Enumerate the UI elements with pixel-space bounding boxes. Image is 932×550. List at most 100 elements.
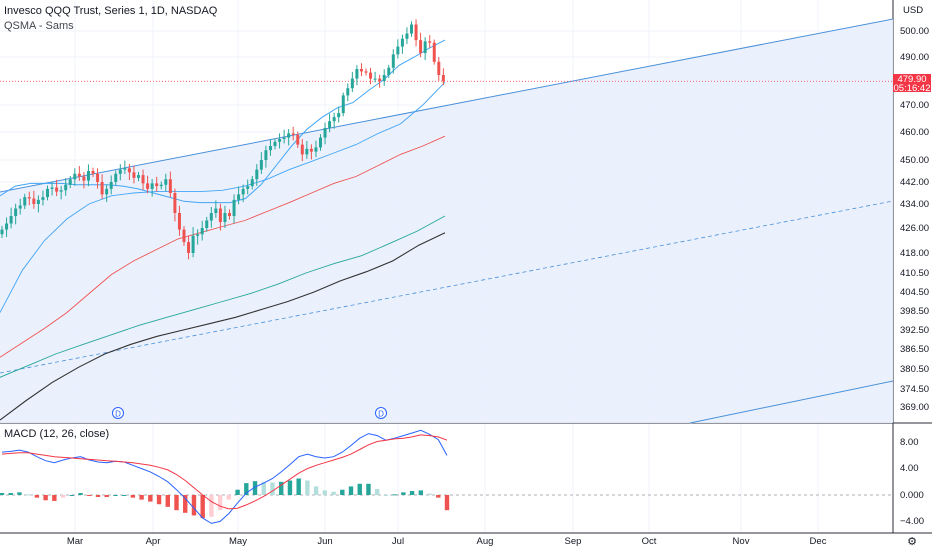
candle-body: [100, 182, 104, 195]
macd-histogram-bar: [366, 483, 371, 495]
macd-histogram-bar: [418, 490, 424, 495]
macd-histogram-bar: [121, 495, 127, 496]
candle-body: [214, 208, 218, 213]
candle-body: [127, 168, 131, 173]
macd-histogram-bar: [348, 486, 354, 495]
candles: [0, 19, 445, 260]
candle-body: [241, 188, 245, 195]
chart-title: Invesco QQQ Trust, Series 1, 1D, NASDAQ: [4, 5, 218, 17]
price-axis-tick: 386.50: [900, 344, 929, 355]
candle-body: [373, 78, 377, 80]
candle-body: [369, 72, 373, 79]
macd-histogram-bar: [261, 481, 266, 495]
price-axis-tick: 418.00: [900, 248, 929, 259]
time-axis-tick: Nov: [733, 536, 750, 547]
macd-histogram-bar: [444, 495, 450, 511]
candle-body: [14, 208, 18, 216]
candle-body: [59, 190, 63, 192]
macd-histogram-bar: [34, 495, 40, 498]
macd-histogram-bar: [287, 480, 293, 495]
candle-body: [410, 24, 413, 34]
candle-body: [123, 168, 127, 170]
settings-gear-icon[interactable]: ⚙: [907, 535, 917, 548]
last-price-badge: 479.90 05:16:42: [893, 74, 931, 93]
macd-histogram-bar: [313, 486, 319, 495]
channel-mid-line: [0, 200, 894, 374]
channel-lower-line: [689, 380, 894, 424]
macd-axis-tick: −4.00: [900, 516, 924, 527]
macd-histogram-bar: [69, 495, 75, 496]
candle-body: [337, 113, 341, 118]
candle-body: [309, 148, 313, 152]
macd-histogram-bar: [401, 492, 406, 495]
candle-body: [428, 41, 432, 43]
candle-body: [9, 216, 13, 224]
candle-body: [441, 75, 445, 82]
candle-body: [305, 148, 309, 155]
macd-histogram-bar: [374, 489, 380, 495]
candle-body: [109, 182, 113, 189]
macd-histogram-bar: [25, 494, 31, 496]
macd-histogram-bar: [270, 482, 275, 495]
macd-histogram-bar: [383, 495, 389, 496]
macd-histogram-bar: [52, 495, 57, 501]
price-axis-tick: 450.00: [900, 155, 929, 166]
macd-histogram-bar: [322, 490, 328, 495]
candle-body: [150, 183, 154, 189]
candle-body: [341, 95, 345, 114]
time-axis-tick: Oct: [642, 536, 657, 547]
macd-histogram-bar: [104, 495, 109, 497]
price-axis-tick: 369.00: [900, 402, 929, 413]
signal-line: [1, 434, 448, 510]
ma-line-sma-long: [0, 215, 446, 378]
candle-body: [391, 54, 395, 68]
macd-axis-tick: 8.00: [900, 437, 919, 448]
dividend-marker: [375, 407, 387, 419]
price-axis-tick: 470.00: [900, 100, 929, 111]
macd-histogram-bar: [209, 495, 214, 517]
candle-body: [18, 205, 22, 209]
candle-body: [232, 199, 236, 216]
candle-body: [291, 133, 295, 135]
candle-body: [287, 133, 291, 138]
ma-line-sma-fast: [0, 39, 446, 204]
indicator-label[interactable]: QSMA - Sams: [4, 20, 74, 32]
candle-body: [159, 184, 163, 187]
macd-histogram-bar: [156, 495, 162, 505]
price-axis-tick: 434.00: [900, 199, 929, 210]
macd-label[interactable]: MACD (12, 26, close): [4, 428, 110, 440]
dividend-marker-label: D: [115, 410, 121, 419]
candle-body: [173, 193, 177, 213]
candle-body: [378, 78, 382, 81]
candle-body: [77, 173, 81, 177]
moving-averages: [0, 39, 446, 421]
price-axis-tick: 374.50: [900, 384, 929, 395]
macd-histogram-bar: [95, 495, 101, 497]
candle-body: [250, 179, 254, 187]
macd-histogram-bar: [226, 495, 232, 500]
macd-histogram-bar: [183, 495, 188, 513]
macd-histogram-bar: [392, 494, 397, 496]
macd-histogram-bar: [174, 495, 179, 511]
macd-histogram-bar: [130, 495, 136, 498]
candle-body: [400, 38, 404, 47]
candle-body: [209, 213, 213, 221]
candle-body: [168, 179, 172, 193]
macd-histogram-bar: [60, 495, 66, 498]
candle-body: [23, 197, 27, 206]
candle-body: [237, 194, 241, 200]
candle-body: [187, 242, 191, 253]
time-axis-tick: Aug: [477, 536, 494, 547]
macd-histogram-bar: [148, 495, 153, 502]
candle-body: [68, 179, 72, 185]
candle-body: [155, 183, 159, 187]
candle-body: [86, 171, 90, 181]
candle-body: [46, 188, 49, 198]
ma-line-sma-mid: [0, 81, 446, 313]
candle-body: [387, 67, 391, 75]
candle-body: [41, 197, 45, 200]
price-axis-currency: USD: [903, 5, 923, 16]
macd-histogram-bar: [331, 491, 336, 495]
